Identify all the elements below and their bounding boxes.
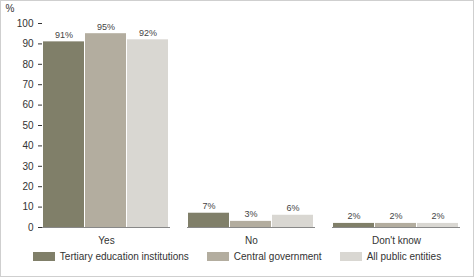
svg-text:No: No	[245, 235, 258, 246]
svg-text:7%: 7%	[202, 201, 215, 211]
svg-text:90: 90	[22, 38, 34, 49]
svg-text:30: 30	[22, 161, 34, 172]
svg-text:70: 70	[22, 79, 34, 90]
svg-text:40: 40	[22, 140, 34, 151]
svg-text:0: 0	[28, 222, 34, 233]
svg-text:Don't know: Don't know	[372, 235, 422, 246]
svg-text:2%: 2%	[347, 211, 360, 221]
svg-text:50: 50	[22, 120, 34, 131]
svg-text:Yes: Yes	[98, 235, 114, 246]
svg-text:2%: 2%	[431, 211, 444, 221]
svg-text:80: 80	[22, 59, 34, 70]
svg-text:100: 100	[17, 18, 34, 29]
html-text:All public entities: All public entities	[366, 251, 442, 262]
svg-text:91%: 91%	[55, 30, 73, 40]
svg-text:%: %	[6, 3, 15, 14]
svg-text:10: 10	[22, 201, 34, 212]
svg-text:95%: 95%	[97, 22, 115, 32]
svg-text:60: 60	[22, 99, 34, 110]
svg-text:20: 20	[22, 181, 34, 192]
svg-text:2%: 2%	[389, 211, 402, 221]
html-text:Tertiary education institution: Tertiary education institutions	[59, 251, 189, 262]
svg-text:6%: 6%	[286, 203, 299, 213]
svg-text:92%: 92%	[139, 28, 157, 38]
html-text:Central government: Central government	[233, 251, 322, 262]
svg-text:3%: 3%	[244, 209, 257, 219]
